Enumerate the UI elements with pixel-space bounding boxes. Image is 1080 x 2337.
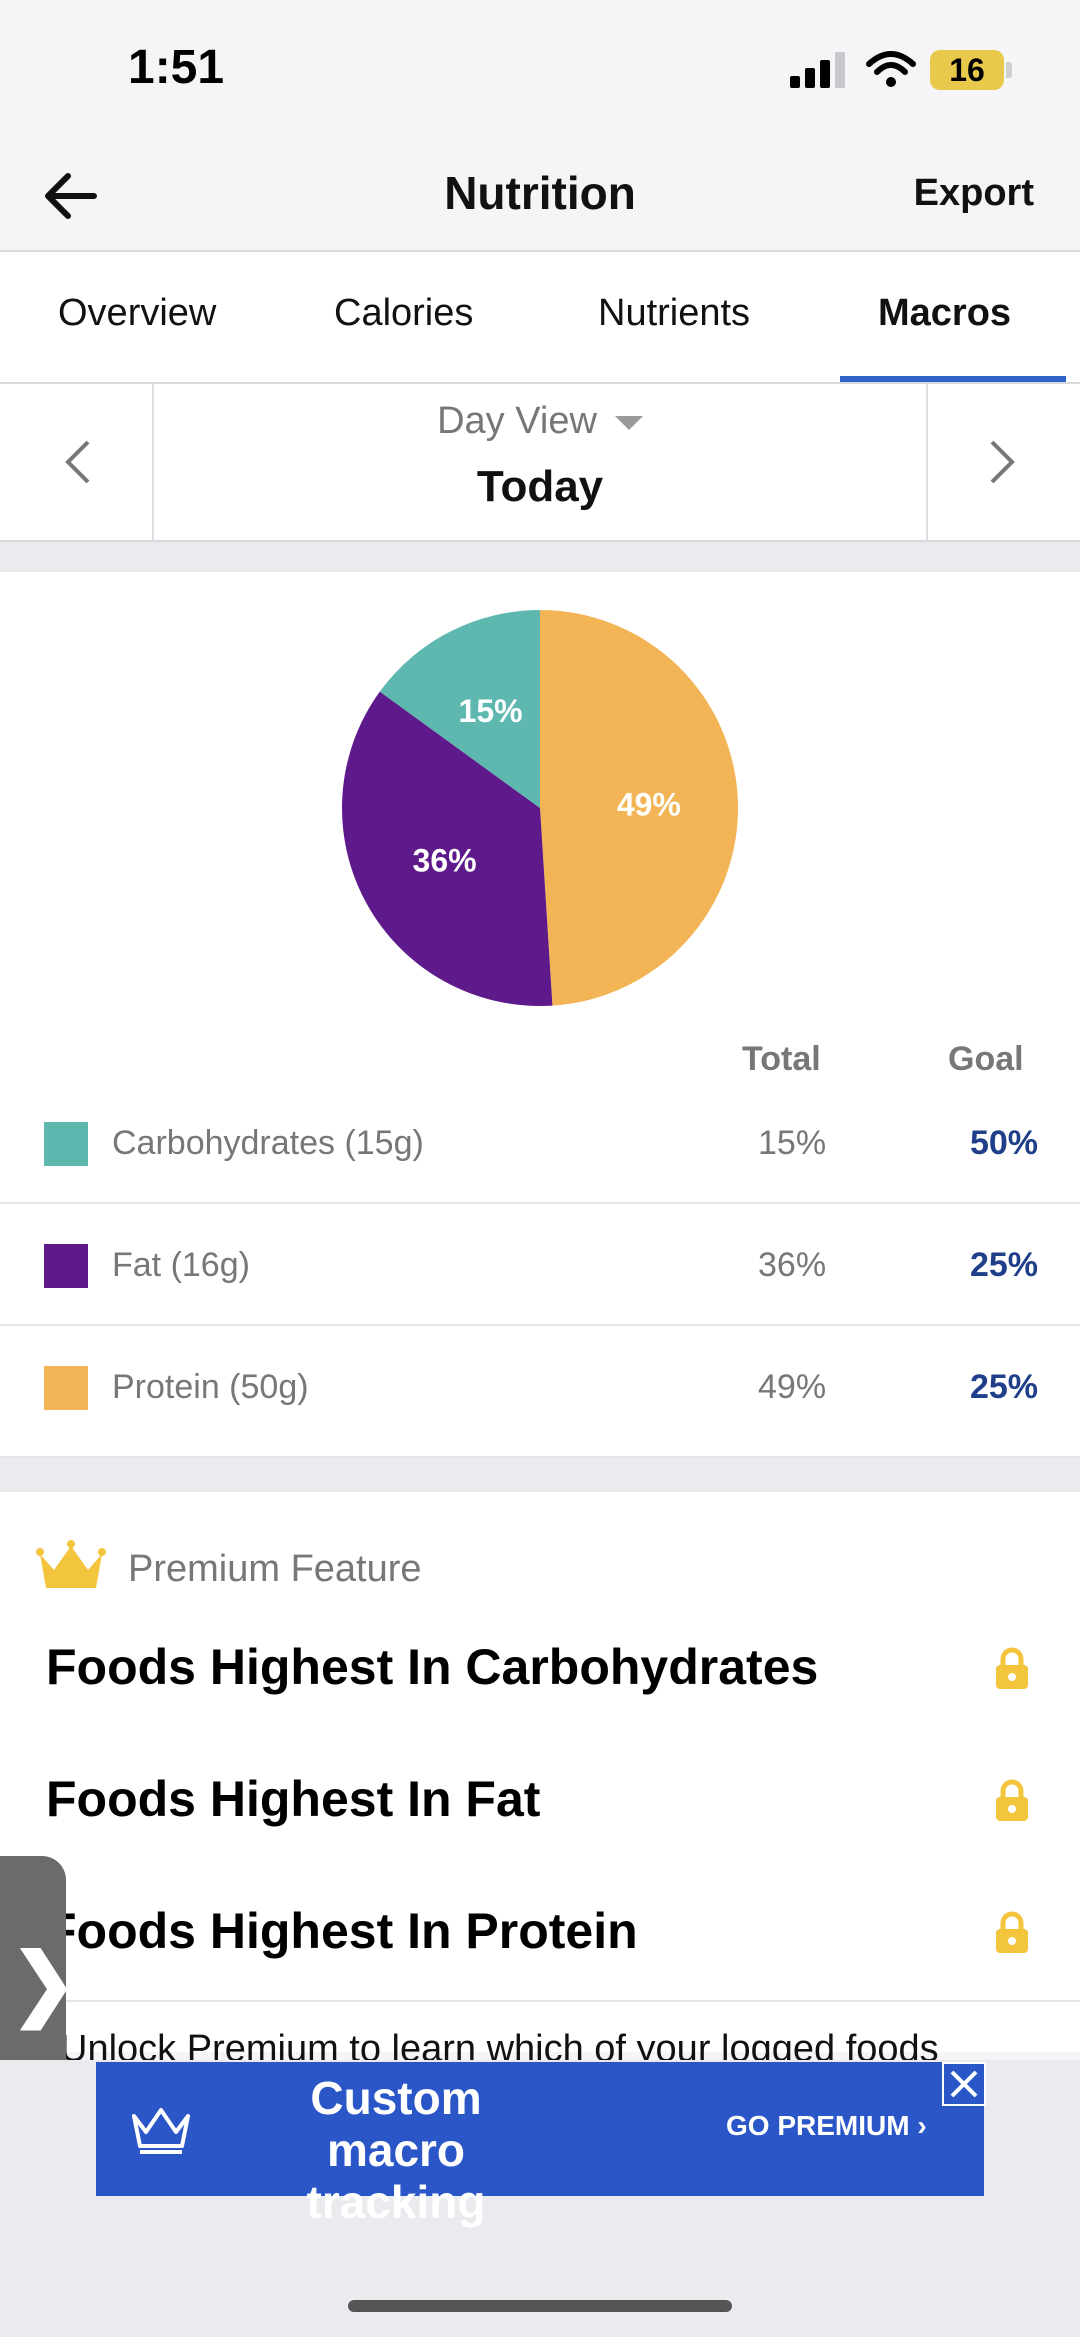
pie-label-protein: 49%: [617, 787, 681, 823]
macro-row-protein: Protein (50g) 49% 25%: [0, 1328, 1080, 1448]
premium-ad-banner[interactable]: Custom macro tracking GO PREMIUM ›: [96, 2062, 986, 2228]
protein-swatch: [44, 1366, 88, 1410]
go-premium-label: GO PREMIUM: [726, 2110, 910, 2141]
tab-overview[interactable]: Overview: [58, 292, 217, 334]
active-tab-indicator: [840, 376, 1066, 382]
tab-macros[interactable]: Macros: [878, 292, 1012, 334]
lock-icon: [996, 1911, 1028, 1953]
tab-nutrients[interactable]: Nutrients: [598, 292, 751, 334]
macro-pie-chart: 49% 36% 15%: [342, 610, 738, 1006]
macro-label: Fat (16g): [112, 1246, 250, 1284]
fat-swatch: [44, 1244, 88, 1288]
close-icon[interactable]: [942, 2062, 986, 2106]
section-divider: [0, 1458, 1080, 1492]
battery-indicator: 16: [930, 50, 1004, 90]
macro-label: Protein (50g): [112, 1368, 309, 1406]
wifi-icon: [866, 51, 916, 87]
pie-label-fat: 36%: [413, 842, 477, 878]
macro-goal: 25%: [969, 1246, 1038, 1284]
day-view-dropdown[interactable]: Day View: [0, 400, 1080, 443]
previous-day-button[interactable]: [0, 384, 154, 540]
pie-slice-protein: [540, 610, 738, 1006]
macro-total: 15%: [758, 1124, 827, 1162]
navigation-bar: Nutrition Export: [0, 140, 1080, 252]
macro-row-fat: Fat (16g) 36% 25%: [0, 1206, 1080, 1326]
row-divider: [0, 1324, 1080, 1326]
pie-label-carbohydrates: 15%: [459, 693, 523, 729]
export-button[interactable]: Export: [913, 172, 1034, 214]
premium-item-fat[interactable]: Foods Highest In Fat: [46, 1771, 541, 1827]
chevron-right-icon: [990, 440, 1015, 484]
lock-icon: [996, 1779, 1028, 1821]
macro-row-carbohydrates: Carbohydrates (15g) 15% 50%: [0, 1084, 1080, 1204]
pie-slice-carbohydrates: [379, 610, 540, 808]
premium-feature-label: Premium Feature: [128, 1548, 422, 1590]
chevron-left-icon: [65, 440, 90, 484]
day-period-label: Today: [476, 462, 604, 511]
arrow-left-icon[interactable]: [40, 168, 100, 224]
pie-slice-fat: [342, 691, 553, 1006]
section-divider: [0, 542, 1080, 572]
macro-label: Carbohydrates (15g): [112, 1124, 424, 1162]
row-divider: [0, 2000, 1080, 2002]
macro-total: 49%: [758, 1368, 827, 1406]
caret-down-icon: [614, 415, 643, 430]
signal-icon: [790, 52, 845, 88]
day-selector: Day View Today: [0, 384, 1080, 542]
goal-column-header: Goal: [948, 1040, 1024, 1078]
crown-outline-icon: [132, 2108, 190, 2154]
battery-tip: [1006, 62, 1012, 78]
crown-icon: [36, 1540, 106, 1588]
premium-item-protein[interactable]: Foods Highest In Protein: [46, 1903, 638, 1959]
premium-item-carbohydrates[interactable]: Foods Highest In Carbohydrates: [46, 1639, 819, 1695]
home-indicator: [348, 2300, 732, 2312]
lock-icon: [996, 1647, 1028, 1689]
row-divider: [0, 1202, 1080, 1204]
next-day-button[interactable]: [926, 384, 1080, 540]
ad-headline: Custom macro tracking: [306, 2072, 486, 2228]
premium-card: [0, 1492, 1080, 2052]
tab-calories[interactable]: Calories: [334, 292, 474, 334]
status-bar: 1:51 16: [0, 0, 1080, 140]
carbohydrates-swatch: [44, 1122, 88, 1166]
macro-goal: 50%: [969, 1124, 1038, 1162]
total-column-header: Total: [742, 1040, 821, 1078]
chevron-right-icon: ❯: [10, 1938, 78, 2027]
row-divider: [0, 1456, 1080, 1458]
macro-total: 36%: [758, 1246, 827, 1284]
status-time: 1:51: [128, 41, 225, 94]
day-view-label: Day View: [437, 400, 597, 442]
tab-bar: Overview Calories Nutrients Macros: [0, 252, 1080, 384]
chevron-right-icon: ›: [917, 2110, 927, 2141]
go-premium-button[interactable]: GO PREMIUM ›: [726, 2110, 927, 2142]
macro-goal: 25%: [969, 1368, 1038, 1406]
